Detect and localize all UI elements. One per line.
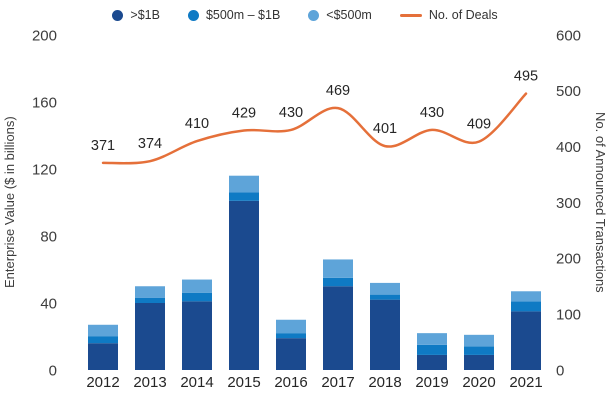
x-axis-labels: 2012 2013 2014 2015 2016 2017 2018 2019 2020 2021 — [86, 374, 542, 391]
deals-data-label: 409 — [467, 117, 491, 133]
x-axis-label: 2017 — [321, 374, 354, 391]
bar-segment — [276, 338, 306, 370]
legend-label: <$500m — [326, 8, 372, 22]
left-axis-tick: 80 — [40, 228, 57, 245]
bar-segment — [323, 286, 353, 370]
bar-segment — [88, 343, 118, 370]
x-axis-label: 2021 — [509, 374, 542, 391]
bar-segment — [417, 344, 447, 355]
bar-segment — [182, 292, 212, 302]
stacked-bars-group — [88, 175, 541, 370]
x-axis-label: 2018 — [368, 374, 401, 391]
bar-segment — [229, 200, 259, 370]
right-axis-tick: 200 — [556, 251, 581, 268]
legend-dot-icon — [187, 9, 199, 21]
right-axis-title: No. of Announced Transactions — [593, 112, 608, 293]
right-axis-ticks: 0 100 200 300 400 500 600 — [556, 27, 581, 379]
bar-segment — [370, 294, 400, 300]
right-axis-tick: 400 — [556, 139, 581, 156]
bar-segment — [276, 319, 306, 334]
bar-segment — [370, 299, 400, 370]
bar-segment — [182, 301, 212, 370]
bar-segment — [464, 354, 494, 370]
left-axis-tick: 160 — [32, 94, 57, 111]
bar-segment — [511, 311, 541, 370]
bar-segment — [370, 282, 400, 295]
bar-segment — [229, 192, 259, 201]
left-axis-tick: 120 — [32, 161, 57, 178]
legend-line-marker-icon — [399, 13, 422, 17]
deals-data-label: 469 — [326, 83, 350, 99]
legend-dot-icon — [308, 9, 320, 21]
x-axis-label: 2019 — [415, 374, 448, 391]
right-axis-tick: 300 — [556, 195, 581, 212]
bar-segment — [229, 175, 259, 193]
bar-segment — [323, 277, 353, 287]
x-axis-label: 2015 — [227, 374, 260, 391]
x-axis-label: 2016 — [274, 374, 307, 391]
deals-data-label: 410 — [185, 116, 209, 132]
bar-segment — [323, 259, 353, 278]
bar-segment — [135, 286, 165, 298]
deals-data-label: 374 — [138, 136, 162, 152]
x-axis-label: 2012 — [86, 374, 119, 391]
deals-data-label: 430 — [279, 105, 303, 121]
bar-segment — [135, 297, 165, 303]
deals-data-label: 401 — [373, 121, 397, 137]
bar-segment — [464, 346, 494, 355]
legend-dot-icon — [112, 9, 124, 21]
left-axis-tick: 40 — [40, 295, 57, 312]
x-axis-label: 2020 — [462, 374, 495, 391]
bar-segment — [276, 333, 306, 339]
bar-segment — [182, 279, 212, 293]
bar-segment — [511, 291, 541, 302]
legend-item-0: >$1B — [112, 8, 160, 22]
bar-segment — [464, 334, 494, 347]
bar-segment — [135, 303, 165, 370]
x-axis-label: 2013 — [133, 374, 166, 391]
chart-legend: >$1B $500m – $1B <$500m No. of Deals — [0, 4, 610, 26]
deals-line-labels: 371 374 410 429 430 469 401 430 409 495 — [91, 69, 538, 154]
legend-item-1: $500m – $1B — [187, 8, 281, 22]
deals-data-label: 495 — [514, 69, 538, 85]
deals-line — [101, 92, 528, 165]
right-axis-tick: 0 — [556, 362, 564, 379]
deals-data-label: 429 — [232, 105, 256, 121]
bar-segment — [88, 336, 118, 344]
right-axis-tick: 500 — [556, 83, 581, 100]
legend-label: >$1B — [130, 8, 160, 22]
legend-item-2: <$500m — [308, 8, 372, 22]
left-axis-tick: 0 — [49, 362, 57, 379]
bar-segment — [417, 354, 447, 370]
left-axis-tick: 200 — [32, 27, 57, 44]
legend-label: No. of Deals — [428, 8, 498, 22]
legend-item-3: No. of Deals — [399, 8, 498, 22]
deals-data-label: 430 — [420, 105, 444, 121]
x-axis-label: 2014 — [180, 374, 213, 391]
bar-segment — [511, 301, 541, 312]
bar-segment — [88, 324, 118, 337]
right-axis-tick: 600 — [556, 27, 581, 44]
left-axis-ticks: 0 40 80 120 160 200 — [32, 27, 57, 379]
legend-label: $500m – $1B — [205, 8, 281, 22]
right-axis-tick: 100 — [556, 306, 581, 323]
bar-segment — [417, 333, 447, 345]
deals-data-label: 371 — [91, 138, 115, 154]
left-axis-title: Enterprise Value ($ in billions) — [2, 116, 17, 289]
